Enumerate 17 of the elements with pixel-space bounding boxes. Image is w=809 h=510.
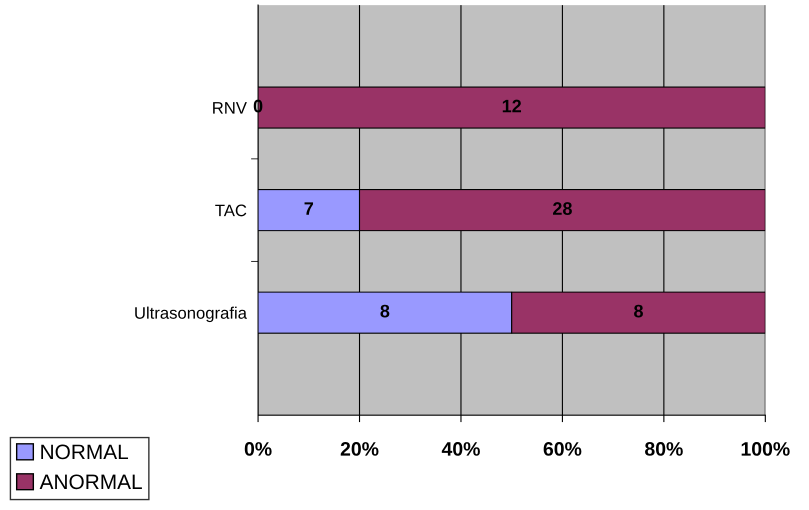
annotation: 7 (304, 202, 314, 215)
legend-label: NORMAL (41, 444, 128, 460)
x-tick-label: 20% (340, 442, 378, 456)
x-tick-label: 0% (244, 442, 272, 456)
x-tick-label: 60% (544, 442, 582, 456)
annotation: 8 (380, 304, 390, 318)
x-tick-label: 40% (442, 442, 480, 456)
y-tick-label: TAC (215, 204, 246, 216)
x-tick-label: 100% (742, 442, 790, 456)
annotation: 8 (634, 304, 643, 318)
y-tick-label: RNV (213, 102, 247, 114)
y-tick-label: Ultrasonografia (135, 306, 247, 322)
x-tick-label: 80% (645, 442, 683, 456)
legend-label: ANORMAL (40, 474, 142, 490)
annotation: 12 (502, 100, 522, 112)
annotation: 0 (254, 100, 262, 112)
annotation: 28 (553, 202, 572, 215)
